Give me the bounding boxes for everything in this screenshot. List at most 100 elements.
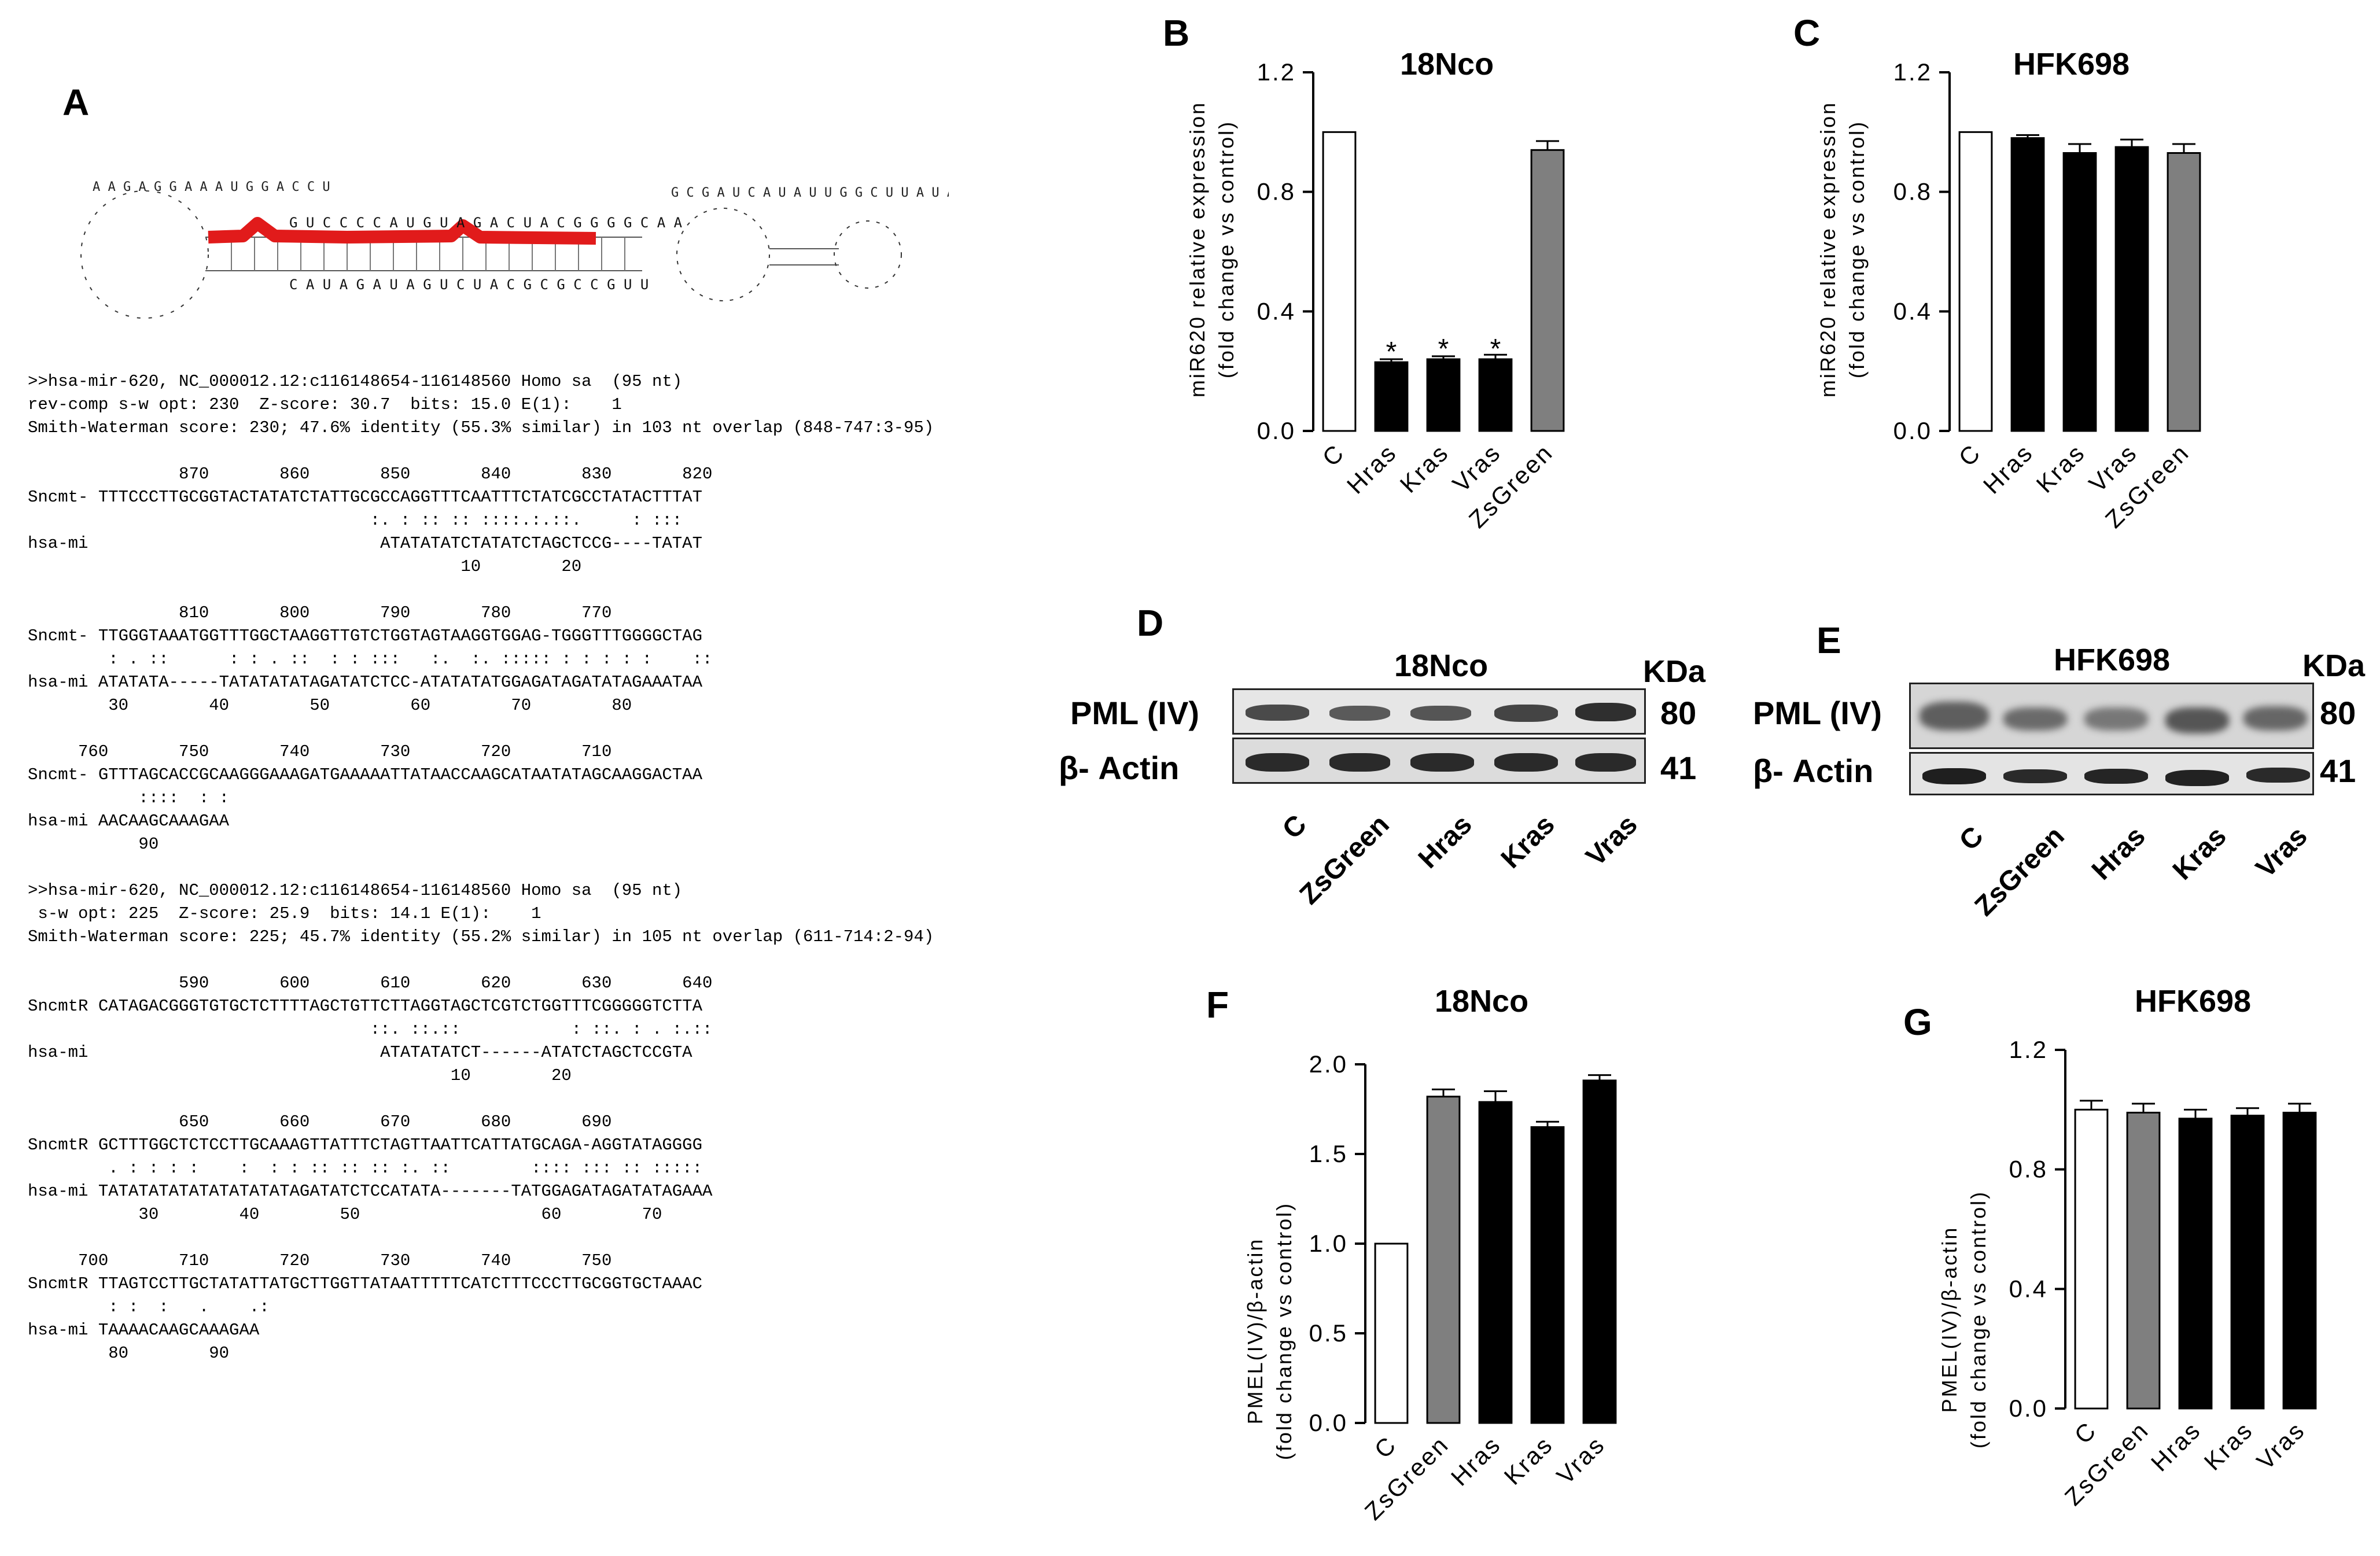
x-tick-label: Kras: [1499, 1430, 1559, 1490]
y-tick-label: 1.5: [1309, 1140, 1348, 1167]
bar-zsgreen: [1426, 1096, 1461, 1424]
bar-kras: [2062, 152, 2097, 432]
panel-label-b: B: [1163, 12, 1190, 54]
y-tick-label: 0.4: [1257, 297, 1296, 325]
alignment-line: Sncmt- GTTTAGCACCGCAAGGGAAAGATGAAAAATTAT…: [28, 765, 702, 784]
y-tick-label: 0.8: [2009, 1156, 2048, 1183]
alignment-line: :. : :: :: ::::.:.::. : :::: [28, 511, 683, 530]
bar-c: [1958, 131, 1993, 432]
blot-d-actin-strip: [1232, 738, 1646, 784]
x-tick-label: Kras: [2031, 438, 2091, 498]
x-tick-label: C: [1369, 1430, 1402, 1463]
bar-zsgreen: [1530, 149, 1565, 432]
chart-b-mir620-18nco: 18Nco miR620 relative expression (fold c…: [1151, 46, 1649, 533]
alignment-line: hsa-mi ATATATATCT------ATATCTAGCTCCGTA: [28, 1043, 692, 1062]
y-tick-label: 0.0: [1893, 417, 1932, 444]
x-tick-label: C: [1317, 438, 1350, 471]
blot-e-row1-kda: 80: [2320, 695, 2356, 731]
smith-waterman-alignment: >>hsa-mir-620, NC_000012.12:c116148654-1…: [28, 373, 1208, 1380]
blot-e-kda-unit: KDa: [2302, 648, 2366, 683]
alignment-line: 810 800 790 780 770: [28, 603, 612, 622]
western-blot-d-18nco: 18Nco KDa PML (IV) 80 β- Actin 41 C ZsGre…: [1059, 636, 1718, 937]
alignment-line: SncmtR TTAGTCCTTGCTATATTATGCTTGGTTATAATT…: [28, 1274, 702, 1293]
alignment-line: SncmtR GCTTTGGCTCTCCTTGCAAAGTTATTTCTAGTT…: [28, 1135, 702, 1155]
y-tick-label: 2.0: [1309, 1050, 1348, 1078]
alignment-line: 760 750 740 730 720 710: [28, 742, 612, 761]
significance-marker: *: [1438, 334, 1449, 364]
alignment-line: Sncmt- TTTCCCTTGCGGTACTATATCTATTGCGCCAGG…: [28, 488, 702, 507]
blot-e-pml-strip: [1909, 683, 2314, 749]
alignment-line: hsa-mi TAAAACAAGCAAAGAA: [28, 1321, 260, 1340]
x-tick-label: Hras: [2146, 1416, 2206, 1476]
alignment-line: 10 20: [28, 1066, 572, 1085]
blot-e-row1-label: PML (IV): [1753, 695, 1882, 731]
blot-d-row1-kda: 80: [1660, 695, 1697, 731]
panel-label-d: D: [1137, 602, 1164, 644]
bar-hras: [2178, 1118, 2213, 1410]
alignment-line: : . :: : : . :: : : ::: :. :. ::::: : : …: [28, 650, 713, 669]
x-tick-label: C: [1954, 438, 1987, 471]
y-tick-label: 1.0: [1309, 1230, 1348, 1257]
y-tick-label: 0.0: [2009, 1395, 2048, 1422]
alignment-line: ::. ::.:: : ::. : . :.::: [28, 1020, 713, 1039]
bar-vras: [2282, 1112, 2317, 1410]
x-tick-label: C: [2069, 1416, 2102, 1449]
alignment-line: 80 90: [28, 1344, 230, 1363]
x-tick-label: Kras: [1395, 438, 1454, 498]
y-tick-label: 0.8: [1257, 178, 1296, 205]
blot-d-pml-strip: [1232, 688, 1646, 735]
chart-f-title: 18Nco: [1435, 984, 1529, 1019]
blot-d-row2-label: β- Actin: [1059, 750, 1180, 786]
structure-right-loops-seq: G C G A U C A U A U U G G C U U A U A C …: [671, 186, 949, 200]
alignment-line: Smith-Waterman score: 230; 47.6% identit…: [28, 418, 934, 437]
structure-stem-bottom-seq: C A U A G A U A G U C U A C G C G C C G …: [289, 276, 649, 293]
bar-c: [2074, 1108, 2109, 1410]
blot-e-row2-kda: 41: [2320, 753, 2356, 789]
x-tick-label: Hras: [1446, 1430, 1506, 1491]
bar-vras: [2114, 146, 2149, 432]
bar-vras: [1478, 358, 1513, 432]
x-tick-label: Hras: [1978, 438, 2038, 499]
x-tick-label: Vras: [2252, 1416, 2311, 1475]
alignment-line: 10 20: [28, 557, 582, 576]
alignment-line: 90: [28, 835, 159, 854]
chart-f-pml-18nco: 18Nco PMEL(IV)/β-actin (fold change vs c…: [1203, 983, 1701, 1550]
alignment-line: 650 660 670 680 690: [28, 1112, 612, 1131]
alignment-line: Smith-Waterman score: 225; 45.7% identit…: [28, 927, 934, 946]
bar-kras: [1530, 1126, 1565, 1424]
blot-e-title: HFK698: [2054, 643, 2171, 677]
alignment-line: . : : : : : : : :: :: :: :. :: :::: ::: …: [28, 1159, 702, 1178]
alignment-line: 30 40 50 60 70 80: [28, 696, 632, 715]
significance-marker: *: [1386, 337, 1397, 367]
chart-g-title: HFK698: [2135, 984, 2252, 1019]
alignment-line: >>hsa-mir-620, NC_000012.12:c116148654-1…: [28, 372, 683, 391]
bar-c: [1322, 131, 1357, 432]
alignment-line: hsa-mi TATATATATATATATATATAGATATCTCCATAT…: [28, 1182, 713, 1201]
blot-d-title: 18Nco: [1394, 648, 1489, 683]
alignment-line: SncmtR CATAGACGGGTGTGCTCTTTTAGCTGTTCTTAG…: [28, 997, 702, 1016]
alignment-line: >>hsa-mir-620, NC_000012.12:c116148654-1…: [28, 881, 683, 900]
alignment-line: 870 860 850 840 830 820: [28, 464, 713, 484]
y-tick-label: 0.4: [1893, 297, 1932, 325]
panel-label-g: G: [1903, 1001, 1932, 1043]
bar-zsgreen: [2167, 152, 2201, 432]
structure-left-loop-seq: A A G A G G A A A U G G A C C U: [93, 180, 330, 194]
bar-kras: [2230, 1115, 2265, 1410]
panel-label-e: E: [1817, 620, 1841, 661]
y-tick-label: 1.2: [1893, 58, 1932, 86]
y-tick-label: 0.0: [1309, 1409, 1348, 1436]
alignment-line: Sncmt- TTGGGTAAATGGTTTGGCTAAGGTTGTCTGGTA…: [28, 626, 702, 646]
y-tick-label: 0.8: [1893, 178, 1932, 205]
bar-c: [1374, 1242, 1409, 1424]
blot-e-actin-strip: [1909, 752, 2314, 795]
chart-g-pml-hfk698: HFK698 PMEL(IV)/β-actin (fold change vs …: [1898, 983, 2372, 1550]
blot-d-kda-unit: KDa: [1643, 654, 1706, 689]
alignment-line: hsa-mi ATATATA-----TATATATATAGATATCTCC-A…: [28, 673, 702, 692]
alignment-line: 700 710 720 730 740 750: [28, 1251, 612, 1270]
alignment-line: rev-comp s-w opt: 230 Z-score: 30.7 bits…: [28, 395, 622, 414]
rna-hairpin-structure: A A G A G G A A A U G G A C C U G U C C …: [58, 168, 1047, 341]
bar-zsgreen: [2126, 1112, 2161, 1410]
y-tick-label: 1.2: [1257, 58, 1296, 86]
